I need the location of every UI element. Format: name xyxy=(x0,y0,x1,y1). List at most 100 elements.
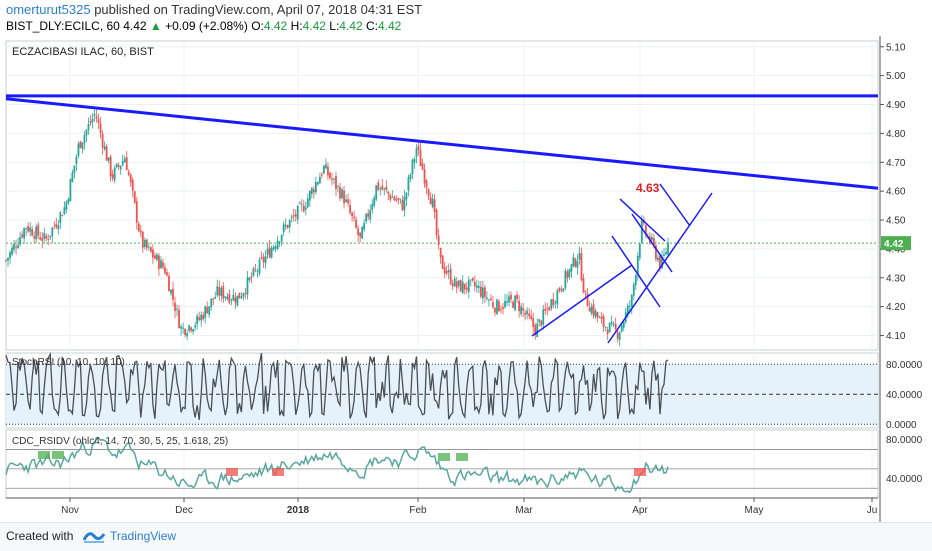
candle-body xyxy=(375,185,378,200)
candle-body xyxy=(383,188,386,189)
y-tick-label: 4.30 xyxy=(886,273,906,284)
candle-body xyxy=(218,286,221,296)
candle-body xyxy=(483,287,486,297)
candle-body xyxy=(15,246,17,248)
candle-body xyxy=(186,333,188,337)
candle-body xyxy=(284,224,287,227)
candle-body xyxy=(415,148,418,157)
close-label: C: xyxy=(366,19,378,33)
candle-body xyxy=(329,172,331,179)
candle-body xyxy=(115,163,118,168)
candle-body xyxy=(55,224,58,228)
candle-body xyxy=(133,191,136,203)
candle-body xyxy=(228,293,231,303)
candle-body xyxy=(174,302,176,312)
candle-body xyxy=(594,310,597,317)
candle-body xyxy=(27,225,30,232)
candle-body xyxy=(11,247,13,255)
candle-body xyxy=(121,160,124,166)
candle-body xyxy=(278,241,281,243)
channel-line xyxy=(611,235,661,308)
candle-body xyxy=(473,281,476,287)
candle-body xyxy=(79,141,82,148)
candle-body xyxy=(395,199,398,201)
candle-body xyxy=(308,191,311,201)
created-with-text: Created with xyxy=(6,529,74,543)
candle-body xyxy=(151,249,154,258)
author-link[interactable]: omerturut5325 xyxy=(6,2,91,17)
candle-body xyxy=(107,157,110,161)
candle-body xyxy=(87,124,90,130)
price-change: +0.09 (+2.08%) xyxy=(165,19,248,33)
candle-body xyxy=(73,165,76,174)
candle-body xyxy=(465,287,468,290)
candle-body xyxy=(347,199,349,204)
rsi-line xyxy=(5,436,669,494)
tradingview-link[interactable]: TradingView xyxy=(110,529,177,543)
candle-body xyxy=(216,286,219,296)
candle-body xyxy=(604,327,607,328)
candle-body xyxy=(556,290,559,305)
candle-body xyxy=(361,226,364,239)
candle-body xyxy=(162,262,164,268)
candle-body xyxy=(33,236,36,239)
candle-body xyxy=(59,212,62,224)
candle-body xyxy=(512,301,514,308)
candle-body xyxy=(198,317,201,320)
x-tick-label: 2018 xyxy=(287,505,310,516)
chart-area[interactable]: 5.105.004.904.804.704.604.504.404.304.20… xyxy=(0,36,932,522)
candle-body xyxy=(407,177,410,191)
candle-body xyxy=(616,331,619,339)
candle-body xyxy=(250,276,253,278)
candle-body xyxy=(443,267,446,274)
candle-body xyxy=(576,261,579,268)
candle-body xyxy=(500,309,502,311)
candle-body xyxy=(196,315,199,325)
candle-body xyxy=(544,309,547,311)
candle-body xyxy=(562,288,565,292)
candle-body xyxy=(160,260,162,269)
candle-body xyxy=(272,246,275,250)
last-price: 4.42 xyxy=(123,19,147,33)
candle-body xyxy=(31,229,34,236)
candle-body xyxy=(141,231,144,248)
candle-body xyxy=(246,277,249,295)
candle-body xyxy=(13,243,15,250)
candle-body xyxy=(256,270,259,272)
candle-body xyxy=(323,166,325,174)
channel-line xyxy=(659,183,691,227)
candle-body xyxy=(204,306,207,319)
candle-body xyxy=(335,176,337,190)
candle-body xyxy=(178,309,180,328)
candle-body xyxy=(546,308,549,309)
candle-body xyxy=(222,286,225,299)
candle-body xyxy=(371,204,374,210)
candle-body xyxy=(258,259,261,274)
candle-body xyxy=(518,300,521,312)
y-tick-label: 5.00 xyxy=(886,71,906,82)
candle-body xyxy=(592,304,595,316)
candle-body xyxy=(351,212,353,217)
candle-body xyxy=(230,299,233,301)
candle-body xyxy=(413,158,416,163)
candle-body xyxy=(504,301,506,308)
candle-body xyxy=(367,213,370,217)
candle-body xyxy=(600,316,603,319)
candle-body xyxy=(622,322,625,328)
candle-body xyxy=(510,294,512,300)
candle-body xyxy=(490,298,492,301)
candle-body xyxy=(103,146,106,150)
candle-body xyxy=(536,323,539,338)
channel-line xyxy=(607,192,713,344)
candle-body xyxy=(164,267,166,274)
candle-body xyxy=(498,301,500,312)
candle-body xyxy=(262,257,265,263)
price-panel-frame xyxy=(5,40,879,351)
candle-body xyxy=(306,198,309,208)
up-arrow-icon: ▲ xyxy=(149,19,162,33)
y-tick-label: 4.60 xyxy=(886,187,906,198)
candle-body xyxy=(29,227,32,232)
stoch-title: StochRSI (10, 10, 10, 10) xyxy=(12,357,125,368)
open-value: 4.42 xyxy=(263,19,288,33)
candle-body xyxy=(596,312,599,318)
